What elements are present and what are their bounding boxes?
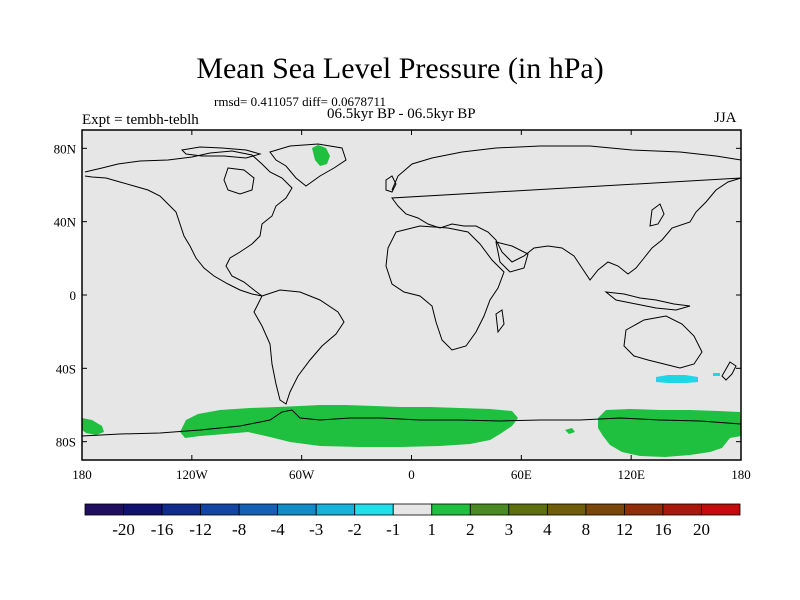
colorbar-label: -2 xyxy=(348,520,362,539)
colorbar-label: 20 xyxy=(693,520,710,539)
colorbar-label: -3 xyxy=(309,520,323,539)
antarctica-coast xyxy=(81,409,742,437)
colorbar-label: -12 xyxy=(189,520,212,539)
axis-ticks xyxy=(81,130,742,460)
anomaly-shading xyxy=(82,145,741,457)
colorbar-swatch xyxy=(84,503,124,516)
colorbar-swatch xyxy=(161,503,201,516)
x-tick-label: 60W xyxy=(289,467,315,482)
stats-subtitle: rmsd= 0.411057 diff= 0.0678711 xyxy=(214,94,386,109)
x-tick-label: 60E xyxy=(511,467,532,482)
south-america-coast xyxy=(253,289,345,405)
madagascar-coast xyxy=(495,309,505,334)
y-tick-label: 0 xyxy=(70,288,77,303)
colorbar: -20 -16 -12 -8 -4 -3 -2 -1 1 2 3 4 8 12 16 20 xyxy=(84,503,741,539)
antarctic-anomaly-small xyxy=(565,428,575,434)
x-tick-label: 180 xyxy=(72,467,92,482)
colorbar-label: -4 xyxy=(271,520,286,539)
x-tick-label: 120W xyxy=(176,467,209,482)
map-title: Mean Sea Level Pressure (in hPa) xyxy=(196,52,604,85)
colorbar-swatch xyxy=(200,503,240,516)
antarctic-anomaly-west-tail xyxy=(82,418,104,435)
coastlines xyxy=(81,143,742,437)
colorbar-label: -1 xyxy=(386,520,400,539)
arabia-coast xyxy=(495,241,529,273)
colorbar-label: 1 xyxy=(428,520,437,539)
hudson-bay-coast xyxy=(223,167,255,195)
colorbar-swatch xyxy=(238,503,279,516)
x-tick-label: 180 xyxy=(731,467,751,482)
colorbar-label: 12 xyxy=(616,520,633,539)
colorbar-swatch xyxy=(546,503,587,516)
colorbar-swatch xyxy=(662,503,702,516)
x-tick-label: 120E xyxy=(617,467,645,482)
y-tick-label: 80N xyxy=(54,141,77,156)
greenland-coast xyxy=(269,143,347,187)
colorbar-label: -20 xyxy=(112,520,135,539)
southern-ocean-anomaly xyxy=(656,375,698,383)
x-tick-label: 0 xyxy=(408,467,415,482)
colorbar-swatch xyxy=(315,503,356,516)
colorbar-label: -8 xyxy=(232,520,246,539)
japan-coast xyxy=(649,203,665,227)
colorbar-label: -16 xyxy=(151,520,174,539)
new-zealand-coast xyxy=(721,361,737,381)
colorbar-label: 2 xyxy=(466,520,475,539)
colorbar-swatch xyxy=(624,503,664,516)
north-america-coast xyxy=(84,150,293,297)
y-tick-label: 40N xyxy=(54,215,77,230)
colorbar-label: 8 xyxy=(582,520,591,539)
greenland-anomaly xyxy=(312,145,330,166)
colorbar-label: 16 xyxy=(654,520,671,539)
y-tick-label: 80S xyxy=(56,435,76,450)
map-background xyxy=(82,130,741,460)
colorbar-swatch xyxy=(123,503,163,516)
colorbar-label: 4 xyxy=(543,520,552,539)
axis-labels: 180 120W 60W 0 60E 120E 180 80N 40N 0 40S 80S xyxy=(54,141,751,482)
colorbar-swatch xyxy=(701,503,741,516)
southern-ocean-anomaly-dot xyxy=(713,373,720,376)
colorbar-swatch xyxy=(508,503,548,516)
uk-coast xyxy=(385,175,397,193)
colorbar-swatch xyxy=(354,503,394,516)
y-tick-label: 40S xyxy=(56,361,76,376)
antarctic-anomaly-west xyxy=(180,405,518,447)
colorbar-swatch xyxy=(277,503,317,516)
indonesia-coast xyxy=(604,291,691,311)
experiment-label: Expt = tembh-teblh xyxy=(82,112,199,128)
season-label: JJA xyxy=(714,110,737,126)
australia-coast xyxy=(623,315,703,369)
colorbar-swatch xyxy=(431,503,471,516)
canadian-islands-coast xyxy=(180,146,262,159)
period-label: 06.5kyr BP - 06.5kyr BP xyxy=(327,106,476,122)
colorbar-swatch xyxy=(585,503,625,516)
colorbar-swatch xyxy=(469,503,510,516)
colorbar-swatch xyxy=(392,503,433,516)
colorbar-label: 3 xyxy=(505,520,514,539)
africa-coast xyxy=(385,225,505,351)
